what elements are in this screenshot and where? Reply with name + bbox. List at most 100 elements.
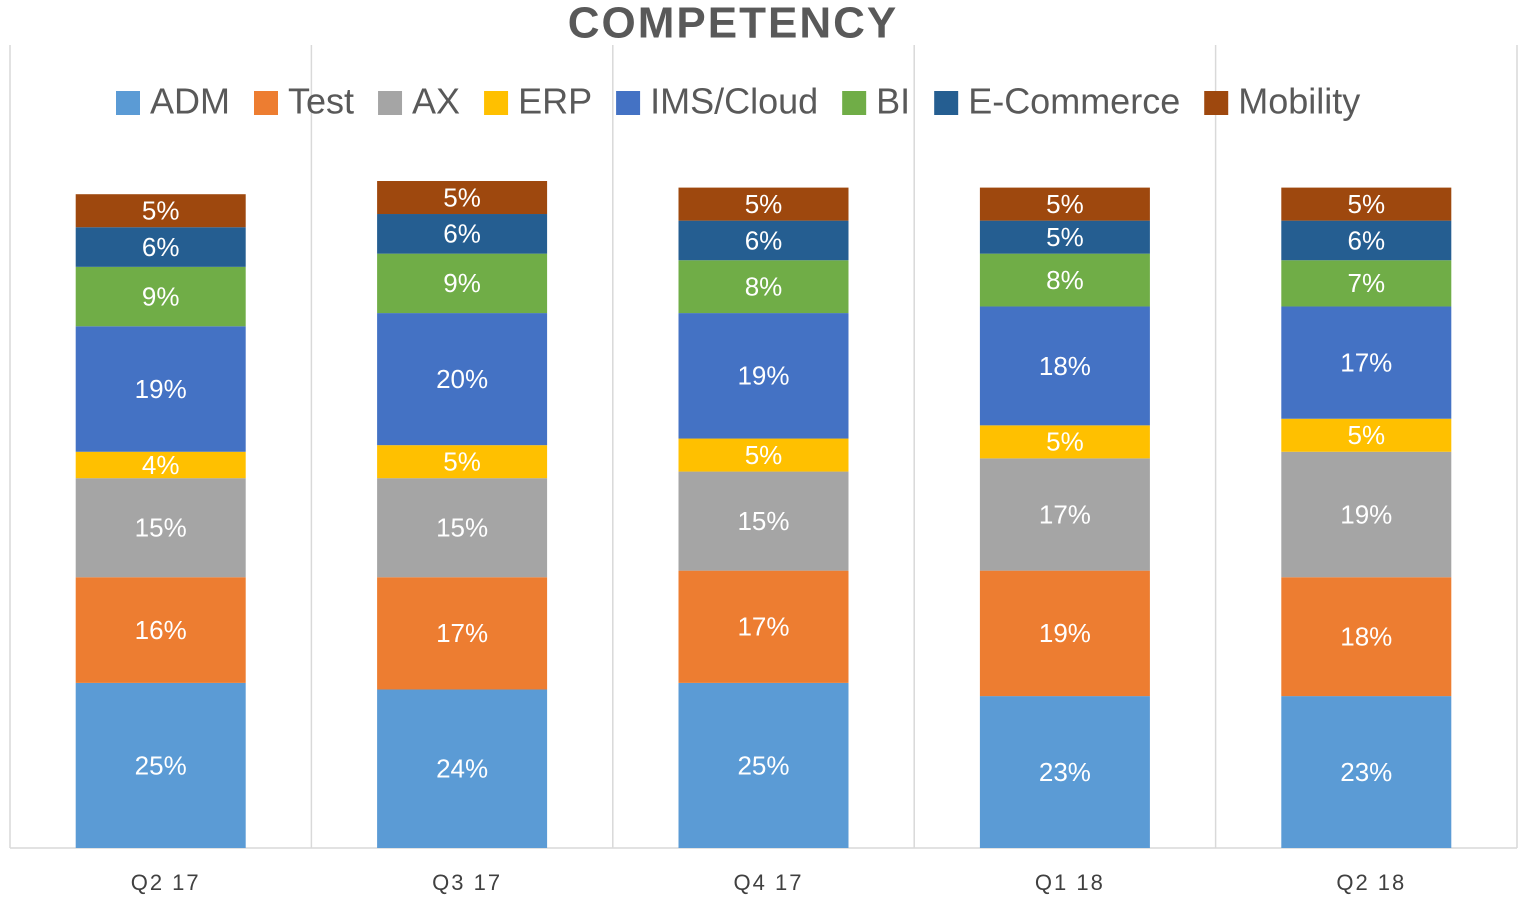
bar-segment [678, 187, 849, 221]
bar-segment [1281, 577, 1452, 697]
x-tick-label: Q3 17 [432, 870, 502, 895]
bar-segment [1281, 187, 1452, 221]
bar-segment [1281, 418, 1452, 452]
bar-segment [75, 682, 246, 848]
bar-segment [979, 220, 1150, 254]
data-label: 5% [443, 182, 481, 212]
x-tick-label: Q1 18 [1035, 870, 1105, 895]
legend-label: Mobility [1238, 81, 1360, 122]
bar-segment [678, 438, 849, 472]
bar-segment [377, 253, 548, 314]
data-label: 17% [737, 612, 789, 642]
data-label: 19% [1039, 618, 1091, 648]
legend-label: ADM [150, 81, 230, 122]
legend-label: Test [288, 81, 354, 122]
bar-segment [678, 570, 849, 683]
bar-segment [75, 326, 246, 452]
data-label: 5% [1046, 189, 1084, 219]
legend-label: AX [412, 81, 460, 122]
bar-segment [678, 682, 849, 848]
data-label: 5% [142, 196, 180, 226]
bar-segment [75, 266, 246, 327]
data-label: 17% [436, 618, 488, 648]
bar-segment [979, 696, 1150, 848]
data-label: 8% [1046, 265, 1084, 295]
data-label: 25% [135, 750, 187, 780]
bar-segment [75, 577, 246, 683]
data-label: 9% [443, 268, 481, 298]
bar-segment [377, 577, 548, 690]
legend-label: ERP [518, 81, 592, 122]
legend-swatch [616, 91, 641, 115]
legend-swatch [842, 91, 867, 115]
bar-segment [979, 458, 1150, 571]
bar-segment [1281, 306, 1452, 419]
bar-segment [1281, 260, 1452, 307]
legend-swatch [116, 91, 140, 115]
bar-segment [678, 220, 849, 261]
bar-segment [75, 478, 246, 578]
x-tick-label: Q2 18 [1336, 870, 1406, 895]
chart-title: COMPETENCY [568, 0, 898, 48]
data-label: 15% [737, 506, 789, 536]
bar-segment [377, 214, 548, 254]
bar-segment [75, 227, 246, 267]
legend-swatch [934, 91, 959, 115]
bar-segment [75, 194, 246, 228]
x-tick-label: Q4 17 [734, 870, 804, 895]
bar-segment [1281, 220, 1452, 261]
data-label: 5% [443, 447, 481, 477]
data-label: 20% [436, 364, 488, 394]
bar-segment [377, 689, 548, 848]
data-label: 24% [436, 754, 488, 784]
legend-label: E-Commerce [968, 81, 1180, 122]
bar-segment [979, 187, 1150, 221]
data-label: 25% [737, 750, 789, 780]
data-label: 15% [436, 513, 488, 543]
data-label: 5% [1348, 420, 1386, 450]
legend-swatch [254, 91, 278, 115]
data-label: 8% [745, 272, 783, 302]
bar-segment [75, 451, 246, 479]
bar-segment [678, 313, 849, 439]
data-label: 5% [745, 440, 783, 470]
bar-segment [979, 306, 1150, 426]
bar-segment [377, 478, 548, 578]
bar-segment [678, 260, 849, 314]
data-label: 9% [142, 281, 180, 311]
data-label: 6% [745, 225, 783, 255]
bar-segment [1281, 696, 1452, 848]
data-label: 19% [135, 374, 187, 404]
data-label: 23% [1039, 757, 1091, 787]
bar-segment [377, 445, 548, 479]
data-label: 19% [1340, 499, 1392, 529]
data-label: 7% [1348, 268, 1386, 298]
data-label: 19% [737, 361, 789, 391]
data-label: 23% [1340, 757, 1392, 787]
legend-swatch [378, 91, 403, 115]
data-label: 6% [1348, 225, 1386, 255]
data-label: 4% [142, 450, 180, 480]
data-label: 18% [1340, 622, 1392, 652]
bar-segment [377, 313, 548, 446]
data-label: 16% [135, 615, 187, 645]
bar-segment [979, 253, 1150, 307]
bar-segment [979, 425, 1150, 459]
data-label: 17% [1039, 499, 1091, 529]
bar-segment [979, 570, 1150, 697]
legend-label: IMS/Cloud [650, 81, 818, 122]
bar-segment [1281, 451, 1452, 578]
data-label: 6% [443, 219, 481, 249]
data-label: 5% [1046, 427, 1084, 457]
data-label: 15% [135, 513, 187, 543]
bar-segment [678, 471, 849, 571]
data-label: 5% [745, 189, 783, 219]
data-label: 18% [1039, 351, 1091, 381]
legend-swatch [1204, 91, 1229, 115]
x-tick-label: Q2 17 [131, 870, 201, 895]
data-label: 5% [1046, 222, 1084, 252]
data-label: 17% [1340, 347, 1392, 377]
data-label: 5% [1348, 189, 1386, 219]
data-label: 6% [142, 232, 180, 262]
